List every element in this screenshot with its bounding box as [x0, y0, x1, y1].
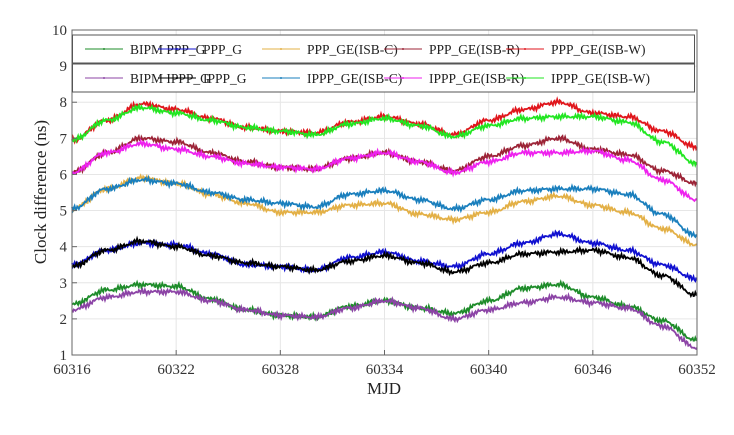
series-line-bipm-ppp-g [71, 279, 698, 342]
series-line-ippp-ge-isb-r- [71, 138, 698, 203]
legend-entry: PPP_GE(ISB-W) [506, 42, 646, 57]
legend-box-row-1 [72, 34, 695, 64]
y-tick-label: 1 [60, 348, 68, 364]
legend-label: PPP_GE(ISB-R) [429, 42, 520, 57]
x-axis-label: MJD [367, 379, 401, 398]
y-tick-label: 3 [60, 276, 68, 292]
legend-label: IPPP_GE(ISB-R) [429, 71, 524, 86]
legend-marker [402, 48, 404, 50]
y-axis-label: Clock difference (ns) [31, 120, 50, 264]
y-tick-label: 8 [60, 95, 68, 111]
x-tick-label: 60322 [157, 362, 195, 378]
series-line-ippp-ge-isb-w- [71, 102, 698, 169]
legend-label: IPPP_GE(ISB-W) [551, 71, 650, 86]
x-tick-label: 60334 [366, 362, 404, 378]
legend-label: IPPP_GE(ISB-C) [307, 71, 402, 86]
legend-entry: IPPP_G [158, 71, 247, 86]
y-tick-label: 6 [60, 167, 68, 183]
legend-label: PPP_GE(ISB-C) [307, 42, 398, 57]
legend-marker [103, 77, 105, 79]
legend-marker [402, 77, 404, 79]
legend-entry: PPP_GE(ISB-R) [384, 42, 520, 57]
y-tick-label: 5 [60, 204, 68, 220]
legend-label: IPPP_G [203, 71, 247, 86]
legend-label: PPP_G [203, 42, 242, 57]
y-tick-label: 7 [60, 131, 68, 147]
x-tick-label: 60328 [262, 362, 300, 378]
x-tick-label: 60316 [53, 362, 91, 378]
y-tick-label: 10 [52, 23, 67, 39]
legend-entry: PPP_G [158, 42, 242, 57]
series-line-ppp-ge-isb-w- [71, 96, 698, 152]
legend-marker [280, 48, 282, 50]
legend-entry: IPPP_GE(ISB-C) [262, 71, 402, 86]
legend-entry: IPPP_GE(ISB-W) [506, 71, 650, 86]
legend-marker [176, 48, 178, 50]
legend-marker [524, 77, 526, 79]
series-line-bipm-ippp-g [71, 286, 698, 351]
series-line-ippp-ge-isb-c- [71, 174, 698, 239]
ticks: 60316 60322 60328 60334 60340 60346 60352 1 2 3 4 5… [52, 23, 716, 378]
legend-marker [176, 77, 178, 79]
legend-marker [524, 48, 526, 50]
x-tick-label: 60346 [574, 362, 612, 378]
legend-marker [280, 77, 282, 79]
x-tick-label: 60340 [470, 362, 508, 378]
y-tick-label: 4 [60, 240, 68, 256]
legend-entry: IPPP_GE(ISB-R) [384, 71, 524, 86]
legend-marker [103, 48, 105, 50]
legend-label: PPP_GE(ISB-W) [551, 42, 646, 57]
series-lines [71, 96, 698, 351]
legend-entry: PPP_GE(ISB-C) [262, 42, 398, 57]
series-line-ippp-g [71, 235, 698, 299]
y-tick-label: 9 [60, 59, 68, 75]
x-tick-label: 60352 [678, 362, 716, 378]
y-tick-label: 2 [60, 312, 68, 328]
